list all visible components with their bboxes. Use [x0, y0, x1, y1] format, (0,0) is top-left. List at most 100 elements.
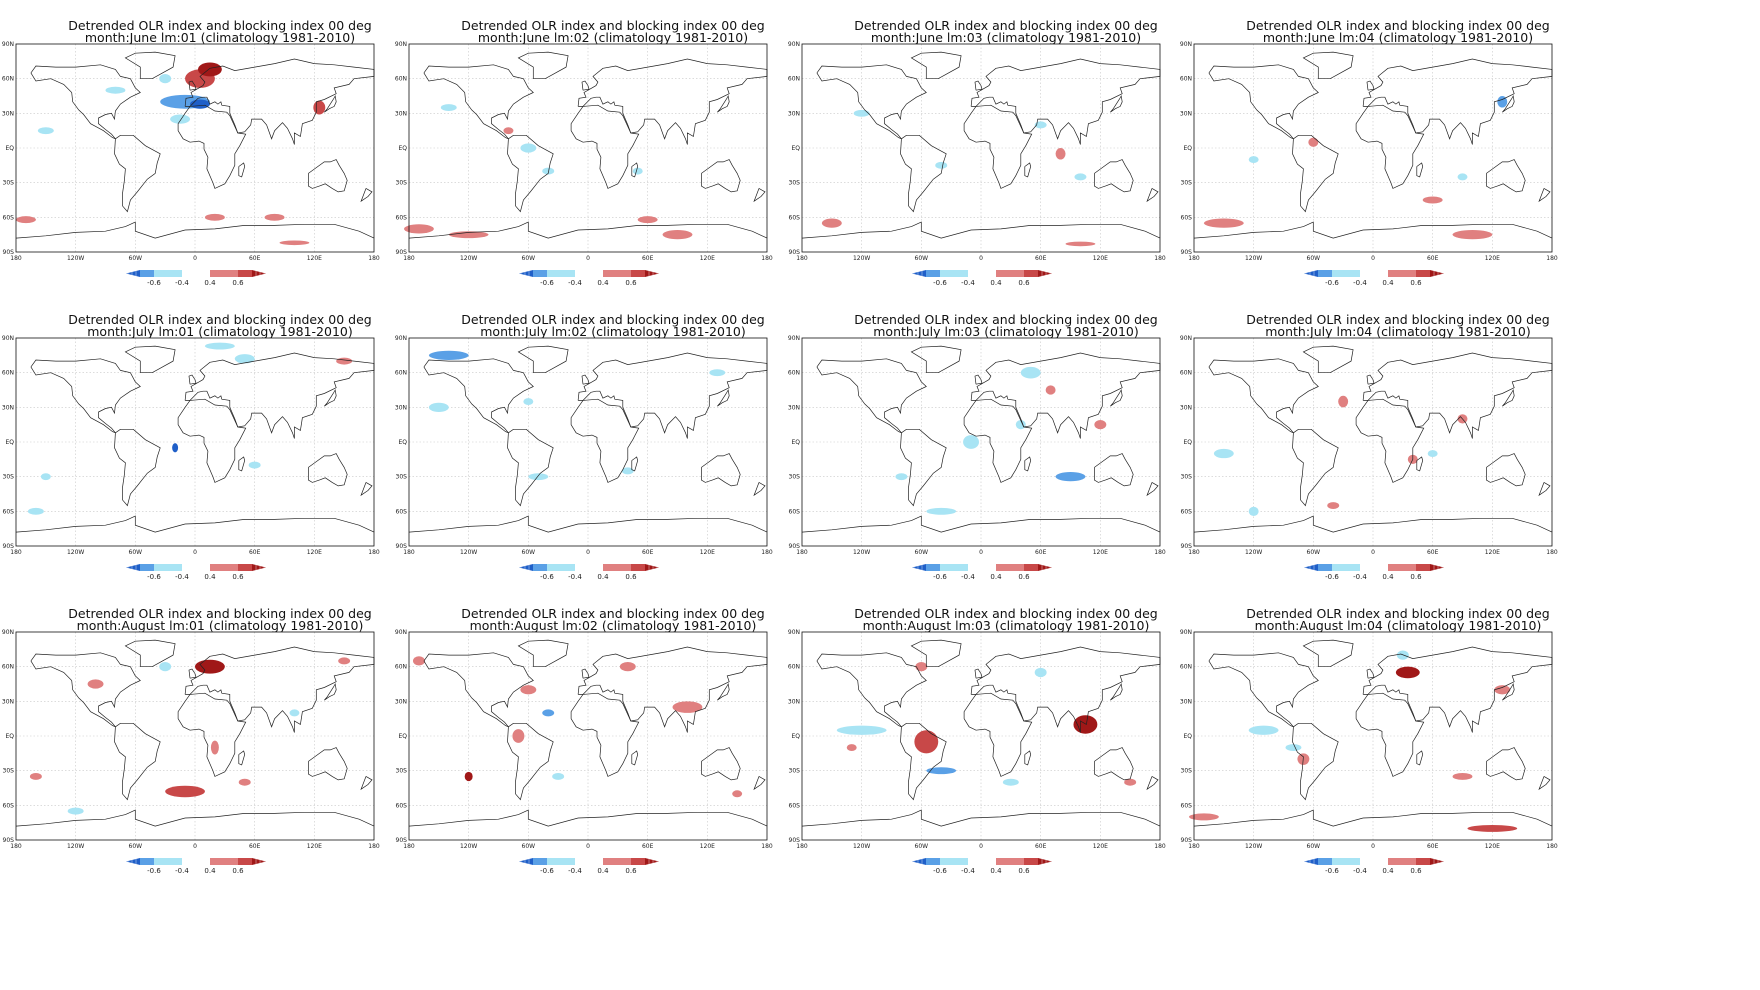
negative-anomaly-region	[1248, 725, 1279, 735]
lon-tick-label: 60W	[915, 843, 929, 850]
colorbar-label: 0.6	[232, 867, 244, 875]
lat-tick-label: EQ	[1183, 439, 1192, 446]
coastline-europe-asia	[184, 352, 375, 439]
panel-subtitle: month:August lm:03 (climatology 1981-201…	[862, 618, 1150, 633]
lon-tick-label: 0	[193, 549, 197, 556]
positive-anomaly-region	[1494, 685, 1511, 695]
negative-anomaly-region	[37, 127, 54, 135]
lon-tick-label: 120E	[1485, 843, 1500, 850]
colorbar-label: -0.4	[568, 867, 582, 875]
gridlines	[802, 632, 1160, 840]
coastline-europe-asia	[970, 58, 1161, 145]
lat-tick-label: 90S	[789, 249, 801, 256]
coastline-greenland	[1302, 345, 1354, 374]
anomaly-contours	[836, 662, 1137, 786]
coastline-japan	[1502, 94, 1515, 113]
negative-anomaly-region	[1427, 450, 1438, 458]
colorbar-label: 0.4	[1382, 573, 1394, 581]
lon-tick-label: 60W	[522, 549, 536, 556]
lon-tick-label: 0	[586, 843, 590, 850]
colorbar-segment	[533, 564, 547, 571]
coastline-australia	[308, 747, 348, 781]
coastlines	[15, 639, 375, 827]
coastline-japan	[324, 682, 337, 701]
colorbar-label: 0.4	[204, 573, 216, 581]
lon-tick-label: 180	[10, 255, 22, 262]
coastline-new-zealand	[1146, 482, 1159, 497]
coastline-africa	[1355, 104, 1425, 189]
coastlines	[408, 345, 768, 533]
lat-tick-label: 90N	[1180, 335, 1192, 342]
coastline-south-america	[900, 428, 947, 507]
coastline-new-zealand	[753, 482, 766, 497]
colorbar-segment	[603, 270, 631, 277]
anomaly-contours	[821, 109, 1096, 247]
colorbar-segment	[140, 564, 154, 571]
coastline-uk	[1366, 80, 1375, 91]
coastlines	[408, 51, 768, 239]
colorbar-label: -0.6	[147, 279, 161, 287]
lon-tick-label: 120E	[307, 549, 322, 556]
coastline-north-america	[816, 64, 927, 140]
world-map: 180 120W 60W 0 60E 120E 180 90N 60N 30N EQ 30S 60S 90…	[1180, 41, 1558, 287]
colorbar-label: -0.4	[568, 573, 582, 581]
lon-tick-label: 0	[586, 549, 590, 556]
coastline-north-america	[30, 358, 141, 434]
coastline-japan	[1502, 388, 1515, 407]
colorbar-segment	[1416, 858, 1430, 865]
colorbar-segment	[1332, 564, 1360, 571]
lon-tick-label: 180	[1546, 255, 1558, 262]
coastline-africa	[1355, 692, 1425, 777]
panel-subtitle: month:July lm:03 (climatology 1981-2010)	[873, 324, 1139, 339]
lat-tick-label: 60S	[789, 214, 801, 221]
positive-anomaly-region	[1065, 241, 1096, 247]
coastline-africa	[570, 104, 640, 189]
coastline-north-america	[423, 358, 534, 434]
lon-tick-label: 180	[761, 843, 773, 850]
colorbar-arrow-positive	[645, 270, 659, 277]
lat-tick-label: 90S	[1181, 249, 1193, 256]
positive-anomaly-region	[1452, 772, 1473, 780]
world-map: 180 120W 60W 0 60E 120E 180 90N 60N 30N EQ 30S 60S 90…	[2, 41, 380, 287]
map-frame	[15, 43, 375, 253]
colorbar-arrow-negative	[126, 564, 140, 571]
lon-tick-label: 60E	[1035, 843, 1047, 850]
negative-anomaly-region	[1020, 366, 1041, 379]
colorbar: -0.6 -0.4 0.4 0.6	[1304, 270, 1444, 287]
coastline-australia	[1486, 159, 1526, 193]
coastline-europe-asia	[577, 646, 768, 733]
lat-tick-label: 90S	[1181, 837, 1193, 844]
lat-tick-label: EQ	[398, 145, 407, 152]
coastline-greenland	[517, 51, 569, 80]
positive-anomaly-region	[914, 730, 939, 754]
coastline-europe-asia	[970, 646, 1161, 733]
coastline-madagascar	[631, 750, 639, 766]
lon-tick-label: 120E	[307, 843, 322, 850]
panel-title: Detrended OLR index and blocking index 0…	[68, 18, 372, 33]
colorbar-label: 0.6	[1410, 867, 1422, 875]
gridlines	[16, 44, 374, 252]
lat-tick-label: 90N	[788, 335, 800, 342]
colorbar-label: 0.4	[204, 867, 216, 875]
colorbar-label: 0.4	[990, 279, 1002, 287]
map-frame	[1193, 43, 1553, 253]
lon-tick-label: 120E	[1093, 549, 1108, 556]
coastline-north-america	[423, 64, 534, 140]
coastline-japan	[324, 388, 337, 407]
coastline-uk	[581, 668, 590, 679]
coastline-new-zealand	[1538, 482, 1551, 497]
positive-anomaly-region	[821, 218, 842, 228]
coastline-japan	[1110, 682, 1123, 701]
coastline-uk	[188, 668, 197, 679]
lon-tick-label: 60W	[1307, 255, 1321, 262]
coastline-greenland	[910, 639, 962, 668]
coastline-japan	[717, 94, 730, 113]
lat-tick-label: 60S	[3, 214, 15, 221]
coastline-greenland	[517, 345, 569, 374]
world-map: 180 120W 60W 0 60E 120E 180 90N 60N 30N EQ 30S 60S 90…	[1180, 335, 1558, 581]
coastline-uk	[1366, 374, 1375, 385]
anomaly-contours	[1189, 650, 1518, 832]
lat-tick-label: 30N	[395, 110, 407, 117]
coastline-south-america	[507, 428, 554, 507]
lat-tick-label: 60S	[789, 508, 801, 515]
